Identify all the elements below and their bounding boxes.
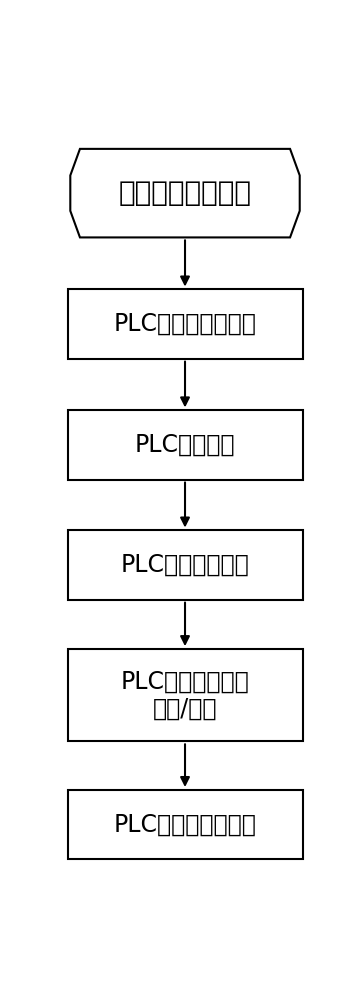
Text: PLC运行状态控制
（开/关）: PLC运行状态控制 （开/关） xyxy=(121,669,249,721)
Text: PLC型号选择: PLC型号选择 xyxy=(135,433,235,457)
Text: PLC运行模式选择: PLC运行模式选择 xyxy=(121,553,249,577)
Polygon shape xyxy=(70,149,300,237)
Text: PLC变量监控与修改: PLC变量监控与修改 xyxy=(114,813,256,837)
Text: PLC程序载入与解析: PLC程序载入与解析 xyxy=(114,312,256,336)
Bar xyxy=(68,289,303,359)
Bar xyxy=(68,649,303,741)
Bar xyxy=(68,790,303,859)
Bar xyxy=(68,410,303,480)
Bar xyxy=(68,530,303,600)
Text: 程序模拟运行流程: 程序模拟运行流程 xyxy=(118,179,252,207)
